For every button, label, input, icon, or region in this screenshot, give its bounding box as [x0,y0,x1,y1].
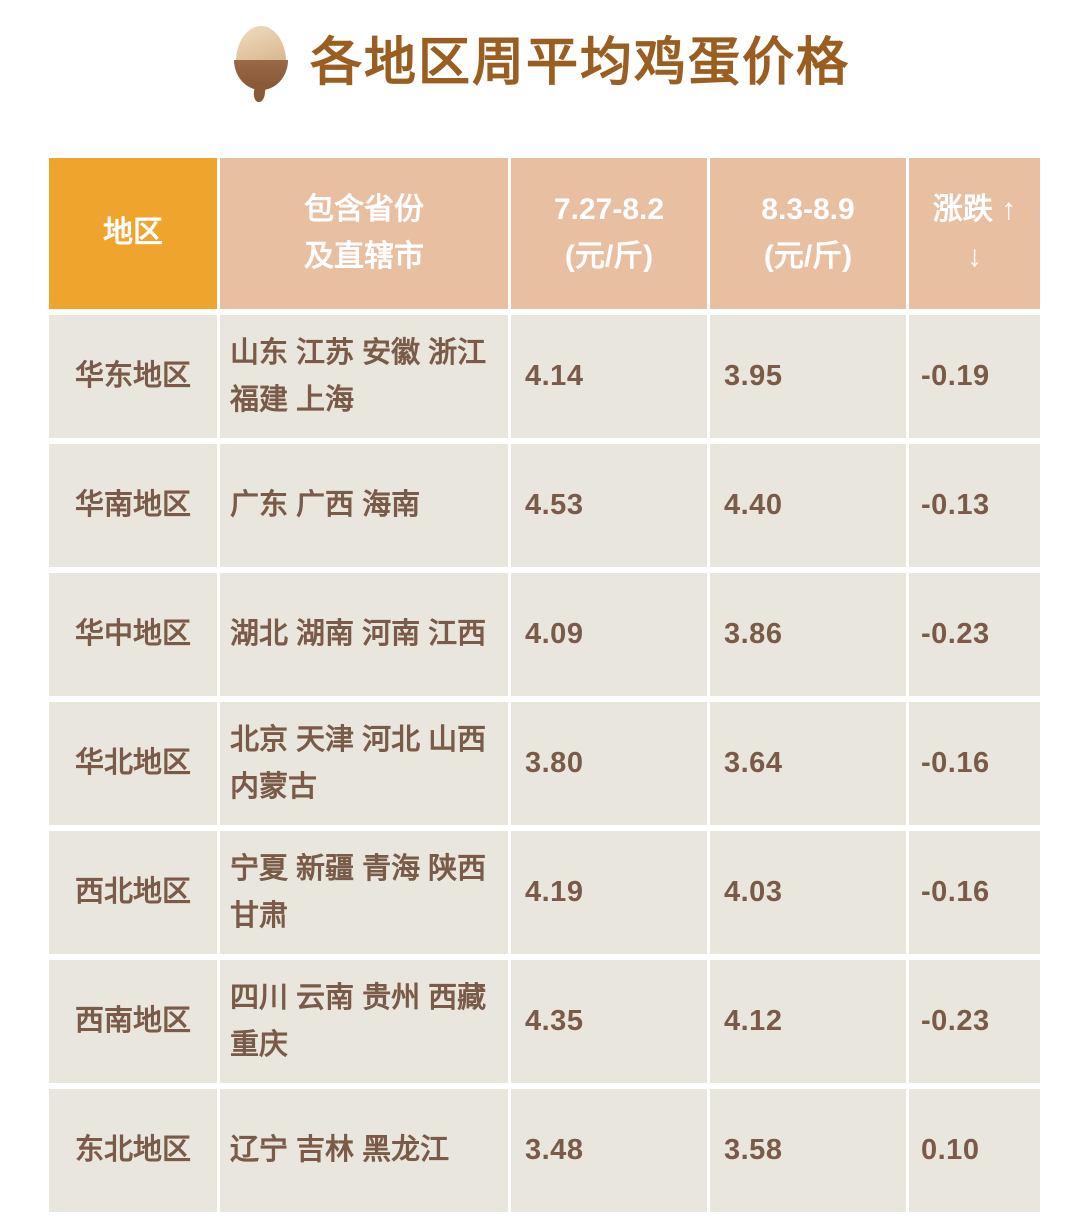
cell-price-week2: 3.95 [710,315,906,438]
cell-provinces: 湖北 湖南 河南 江西 [220,573,508,696]
cell-price-week2: 3.64 [710,702,906,825]
cell-region: 西南地区 [49,960,217,1083]
cell-provinces: 辽宁 吉林 黑龙江 [220,1089,508,1212]
cell-change: -0.19 [909,315,1040,438]
cell-provinces: 宁夏 新疆 青海 陕西 甘肃 [220,831,508,954]
cell-price-week1: 4.09 [511,573,707,696]
table-body: 华东地区 山东 江苏 安徽 浙江 福建 上海 4.14 3.95 -0.19 华… [49,315,1040,1212]
column-header-price-week1-line1: 7.27-8.2 [553,193,665,226]
acorn-stem-shape [252,81,266,103]
table-row: 华南地区 广东 广西 海南 4.53 4.40 -0.13 [49,444,1040,567]
cell-price-week2: 4.40 [710,444,906,567]
cell-provinces: 北京 天津 河北 山西 内蒙古 [220,702,508,825]
cell-provinces: 四川 云南 贵州 西藏 重庆 [220,960,508,1083]
page-header: 各地区周平均鸡蛋价格 [0,18,1080,108]
table-row: 华中地区 湖北 湖南 河南 江西 4.09 3.86 -0.23 [49,573,1040,696]
table-header-row: 地区 包含省份 及直辖市 7.27-8.2 (元/斤) 8.3-8.9 (元/斤… [49,158,1040,309]
egg-price-table: 地区 包含省份 及直辖市 7.27-8.2 (元/斤) 8.3-8.9 (元/斤… [46,152,1043,1218]
cell-region: 华南地区 [49,444,217,567]
column-header-price-week2-line2: (元/斤) [763,239,853,273]
column-header-provinces-line1: 包含省份 [304,193,424,226]
cell-change: 0.10 [909,1089,1040,1212]
column-header-change-line1: 涨跌 ↑ [932,193,1017,226]
column-header-change-line2: ↓ [967,239,982,273]
column-header-price-week2-line1: 8.3-8.9 [761,193,855,226]
cell-region: 华北地区 [49,702,217,825]
table-row: 西南地区 四川 云南 贵州 西藏 重庆 4.35 4.12 -0.23 [49,960,1040,1083]
cell-region: 华东地区 [49,315,217,438]
table-row: 华北地区 北京 天津 河北 山西 内蒙古 3.80 3.64 -0.16 [49,702,1040,825]
column-header-provinces: 包含省份 及直辖市 [220,158,508,309]
cell-provinces: 广东 广西 海南 [220,444,508,567]
cell-region: 西北地区 [49,831,217,954]
table-row: 华东地区 山东 江苏 安徽 浙江 福建 上海 4.14 3.95 -0.19 [49,315,1040,438]
acorn-icon [230,24,292,103]
cell-price-week2: 3.58 [710,1089,906,1212]
cell-price-week1: 4.19 [511,831,707,954]
cell-provinces: 山东 江苏 安徽 浙江 福建 上海 [220,315,508,438]
column-header-price-week1-line2: (元/斤) [564,239,654,273]
cell-change: -0.23 [909,960,1040,1083]
cell-change: -0.23 [909,573,1040,696]
cell-change: -0.16 [909,702,1040,825]
column-header-price-week2: 8.3-8.9 (元/斤) [710,158,906,309]
cell-region: 华中地区 [49,573,217,696]
page-title: 各地区周平均鸡蛋价格 [309,34,850,92]
cell-price-week2: 4.12 [710,960,906,1083]
table-row: 东北地区 辽宁 吉林 黑龙江 3.48 3.58 0.10 [49,1089,1040,1212]
column-header-change: 涨跌 ↑ ↓ [909,158,1040,309]
cell-price-week1: 3.48 [511,1089,707,1212]
column-header-price-week1: 7.27-8.2 (元/斤) [511,158,707,309]
column-header-region-line1: 地区 [103,216,163,250]
cell-price-week2: 3.86 [710,573,906,696]
cell-price-week1: 4.53 [511,444,707,567]
cell-price-week1: 4.14 [511,315,707,438]
cell-price-week1: 3.80 [511,702,707,825]
cell-price-week2: 4.03 [710,831,906,954]
column-header-region: 地区 [49,158,217,309]
cell-region: 东北地区 [49,1089,217,1212]
column-header-provinces-line2: 及直辖市 [304,239,424,273]
cell-change: -0.13 [909,444,1040,567]
cell-price-week1: 4.35 [511,960,707,1083]
table-row: 西北地区 宁夏 新疆 青海 陕西 甘肃 4.19 4.03 -0.16 [49,831,1040,954]
cell-change: -0.16 [909,831,1040,954]
